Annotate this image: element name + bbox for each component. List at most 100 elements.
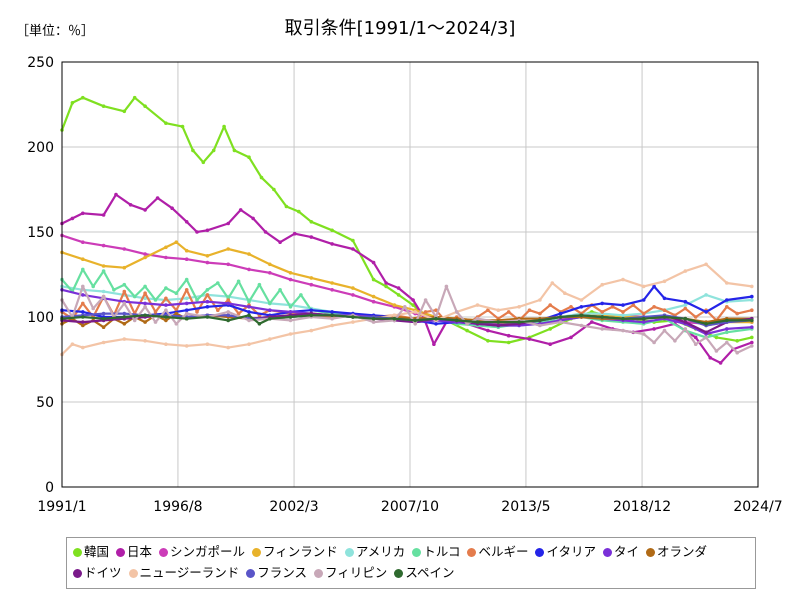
data-point (384, 284, 388, 289)
y-tick-label: 150 (27, 225, 54, 241)
legend-item: 日本 (116, 541, 152, 562)
data-point (403, 305, 407, 309)
data-point (411, 298, 415, 302)
data-point (330, 281, 334, 285)
legend-dot-icon (73, 548, 82, 557)
x-tick-label: 2018/12 (613, 499, 671, 515)
data-point (652, 340, 656, 345)
unit-label: ［単位：％］ (16, 24, 95, 39)
data-point (232, 148, 237, 153)
legend-item: ニュージーランド (128, 562, 240, 583)
data-point (184, 344, 189, 348)
data-point (278, 240, 282, 244)
data-point (309, 235, 314, 239)
data-point (91, 306, 95, 311)
series-markers (60, 313, 754, 326)
data-point (413, 322, 418, 326)
legend-label: アメリカ (355, 544, 406, 559)
data-point (600, 310, 604, 314)
data-point (506, 333, 511, 338)
data-point (259, 175, 264, 180)
data-point (184, 277, 189, 282)
legend-dot-icon (314, 569, 324, 578)
data-point (413, 318, 418, 323)
data-point (164, 315, 168, 319)
data-point (693, 315, 698, 319)
legend-item: オランダ (646, 541, 707, 562)
legend-dot-icon (603, 548, 612, 557)
data-point (548, 303, 552, 307)
data-point (205, 228, 210, 233)
data-point (153, 310, 158, 314)
data-point (750, 308, 754, 313)
data-point (226, 262, 230, 267)
data-point (641, 316, 646, 321)
data-point (309, 328, 314, 333)
data-point (155, 196, 160, 200)
data-point (704, 330, 708, 335)
x-tick-label: 1996/8 (153, 499, 202, 515)
data-point (122, 311, 127, 316)
legend-item: タイ (603, 541, 639, 562)
data-point (247, 267, 251, 272)
data-point (454, 310, 459, 314)
data-point (278, 288, 282, 292)
legend-label: オランダ (657, 544, 708, 559)
data-point (579, 298, 584, 302)
data-point (486, 328, 490, 333)
data-point (226, 221, 230, 226)
data-point (392, 313, 397, 318)
data-point (226, 298, 230, 302)
data-point (299, 293, 303, 297)
data-point (247, 299, 251, 304)
data-point (143, 313, 147, 318)
data-point (143, 284, 147, 289)
data-point (184, 301, 189, 306)
data-point (180, 124, 185, 129)
data-point (184, 316, 189, 321)
legend-label: ニュージーランド (139, 565, 240, 580)
data-point (81, 345, 85, 350)
data-point (247, 342, 251, 347)
series-markers (60, 95, 754, 345)
data-point (164, 318, 168, 323)
data-point (662, 279, 667, 284)
legend-item: トルコ (412, 541, 460, 562)
data-point (714, 335, 719, 340)
data-point (268, 271, 272, 275)
data-point (122, 301, 127, 306)
data-point (621, 316, 625, 321)
data-point (184, 248, 189, 253)
y-tick-label: 0 (45, 480, 54, 496)
data-point (101, 289, 106, 294)
data-point (201, 160, 206, 165)
data-point (662, 308, 667, 313)
legend-item: ベルギー (467, 541, 528, 562)
data-point (673, 339, 677, 343)
data-point (704, 310, 708, 314)
data-point (128, 203, 133, 207)
data-point (708, 356, 712, 360)
data-point (371, 277, 376, 282)
data-point (122, 109, 127, 114)
data-point (263, 230, 268, 234)
data-point (641, 298, 646, 302)
data-point (143, 291, 147, 296)
data-point (750, 318, 754, 323)
data-point (284, 204, 289, 209)
legend-dot-icon (535, 548, 545, 557)
y-tick-label: 250 (27, 55, 54, 71)
data-point (247, 252, 251, 256)
data-point (174, 240, 179, 244)
data-point (371, 320, 376, 324)
data-point (164, 296, 168, 301)
data-point (101, 311, 106, 316)
plot-frame (61, 61, 759, 488)
data-point (683, 303, 688, 307)
data-point (434, 322, 438, 326)
y-tick-label: 200 (27, 140, 54, 156)
data-point (81, 301, 85, 306)
data-point (538, 298, 542, 302)
data-point (590, 320, 594, 324)
data-point (153, 298, 158, 302)
